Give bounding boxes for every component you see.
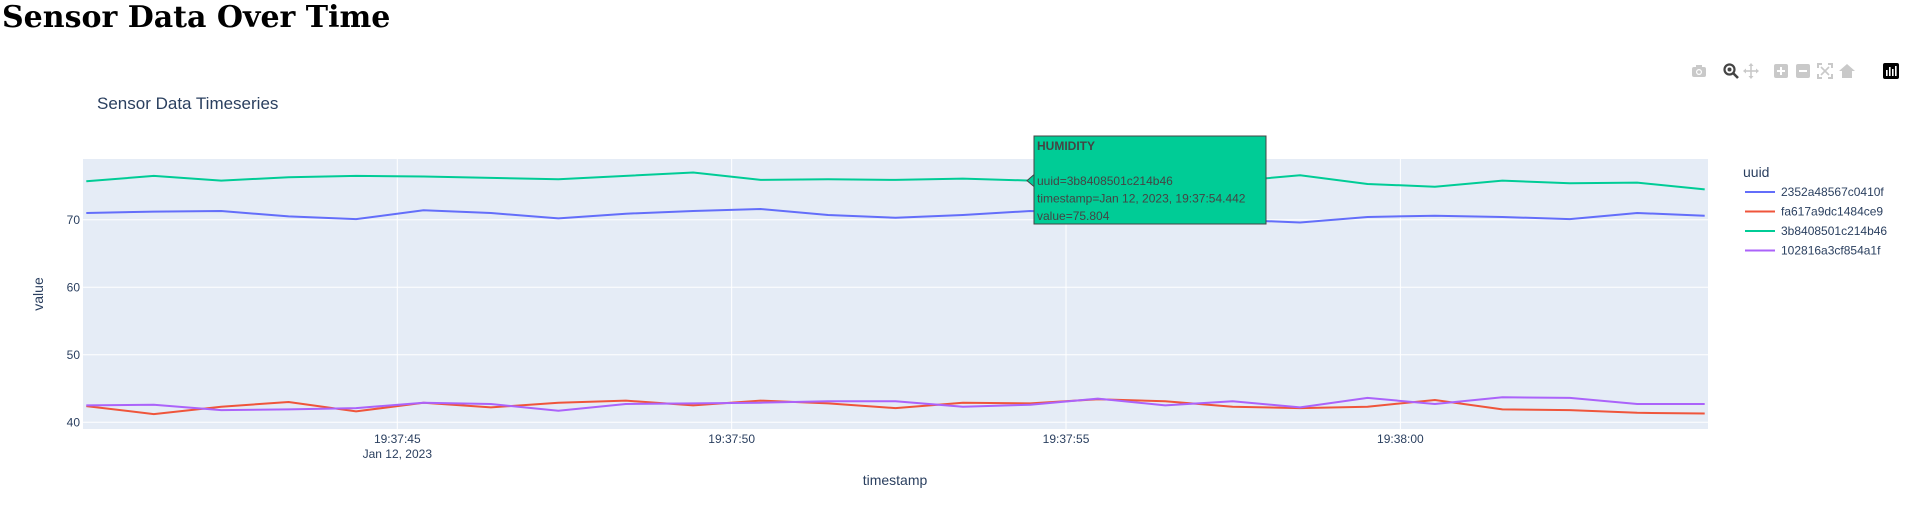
reset-axes-icon[interactable] (1838, 62, 1856, 80)
chart-title: Sensor Data Timeseries (97, 94, 278, 113)
x-axis-title: timestamp (863, 472, 928, 488)
hover-tooltip: HUMIDITY uuid=3b8408501c214b46 timestamp=J… (1026, 135, 1267, 225)
legend-title: uuid (1743, 164, 1769, 180)
legend-item-label: 102816a3cf854a1f (1781, 244, 1881, 258)
y-tick-label: 60 (67, 280, 81, 294)
legend-item-label: 2352a48567c0410f (1781, 185, 1884, 199)
zoom-in-icon[interactable] (1772, 62, 1790, 80)
hover-line: uuid=3b8408501c214b46 (1037, 174, 1173, 188)
y-tick-label: 40 (67, 415, 81, 429)
legend-item-label: 3b8408501c214b46 (1781, 224, 1887, 238)
x-tick-label: 19:37:50 (708, 432, 755, 446)
y-tick-labels: 40 50 60 70 (67, 213, 81, 430)
legend-item-label: fa617a9dc1484ce9 (1781, 205, 1883, 219)
x-tick-label: 19:38:00 (1377, 432, 1424, 446)
x-tick-label: 19:37:45 (374, 432, 421, 446)
series-line-3b8408501c214b46 (86, 171, 1705, 191)
y-tick-label: 50 (67, 348, 81, 362)
page-title: Sensor Data Over Time (2, 0, 391, 35)
zoom-out-icon[interactable] (1794, 62, 1812, 80)
hover-line: value=75.804 (1037, 209, 1110, 223)
legend[interactable]: 2352a48567c0410f fa617a9dc1484ce9 3b840850… (1745, 185, 1887, 258)
series-line-2352a48567c0410f (86, 207, 1705, 224)
hover-box (1033, 135, 1267, 225)
series-lines (86, 171, 1705, 416)
camera-icon[interactable] (1690, 62, 1708, 80)
pan-icon[interactable] (1742, 62, 1760, 80)
zoom-icon[interactable] (1722, 62, 1740, 80)
series-line-102816a3cf854a1f (86, 396, 1705, 412)
hover-title: HUMIDITY (1037, 139, 1095, 153)
autoscale-icon[interactable] (1816, 62, 1834, 80)
y-axis-title: value (30, 277, 46, 311)
plot-area[interactable] (83, 159, 1708, 429)
series-line-fa617a9dc1484ce9 (86, 398, 1705, 416)
hover-line: timestamp=Jan 12, 2023, 19:37:54.442 (1037, 192, 1246, 206)
x-tick-label: 19:37:55 (1043, 432, 1090, 446)
x-tick-sublabel: Jan 12, 2023 (363, 447, 433, 461)
y-tick-label: 70 (67, 213, 81, 227)
plotly-logo-icon[interactable] (1882, 62, 1900, 80)
